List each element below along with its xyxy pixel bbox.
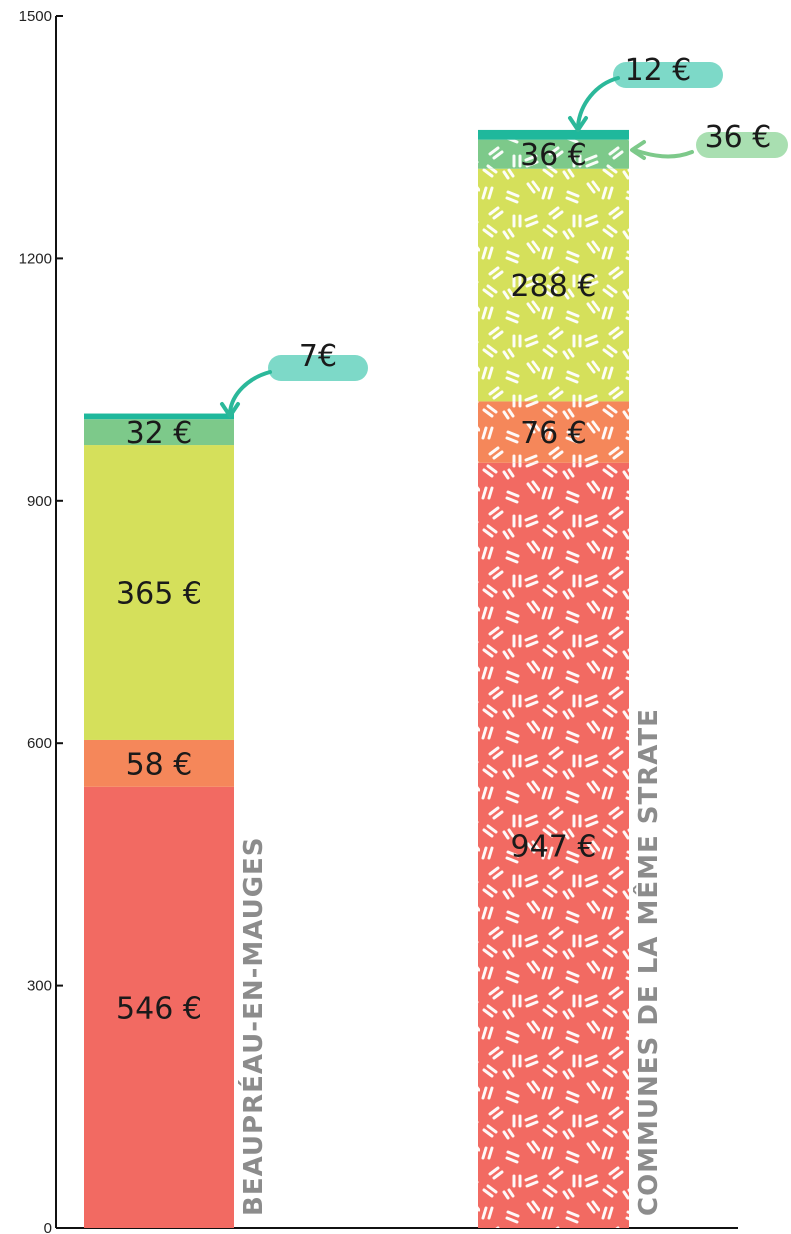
bar-segment-pattern [478, 462, 629, 1229]
bar-segment [84, 739, 234, 787]
bar-segment [84, 445, 234, 740]
segment-labels: 546 € 58 € 365 € 32 € BEAUPRÉAU-EN-MAUGES 947… [116, 138, 664, 1216]
segment-value-label: 76 € [520, 416, 587, 451]
bar-segment-pattern [478, 139, 629, 169]
bar-category-label: BEAUPRÉAU-EN-MAUGES [237, 836, 269, 1216]
bar-segment [478, 129, 629, 140]
callout-label: 12 € [625, 53, 692, 88]
y-tick-label: 900 [27, 493, 52, 510]
callout-arrowhead [568, 116, 588, 132]
y-tick-label: 1200 [19, 250, 52, 267]
callout-highlight [268, 355, 368, 381]
bar-segment [84, 413, 234, 420]
callout-arrowhead [220, 402, 240, 418]
segment-value-label: 546 € [116, 991, 202, 1026]
callouts: 7€ 12 € 36 € [220, 53, 788, 418]
bars [84, 129, 629, 1229]
bar-segment [84, 419, 234, 446]
bar-segment [84, 786, 234, 1228]
callout-label: 7€ [299, 339, 337, 374]
callout-highlight [613, 62, 723, 88]
callout-arrowhead [630, 140, 646, 160]
segment-value-label: 32 € [126, 416, 193, 451]
callout-arrow [632, 148, 694, 159]
bar-segment-pattern [478, 168, 629, 402]
segment-value-label: 947 € [511, 829, 597, 864]
segment-value-label: 288 € [511, 269, 597, 304]
segment-value-label: 36 € [520, 138, 587, 173]
segment-value-label: 58 € [126, 747, 193, 782]
bar-segment-pattern [478, 401, 629, 463]
y-tick-label: 1500 [19, 8, 52, 25]
callout-label: 36 € [705, 120, 772, 155]
y-tick-label: 300 [27, 978, 52, 995]
y-tick-label: 0 [44, 1220, 52, 1234]
y-tick-label: 600 [27, 735, 52, 752]
callout-arrow [228, 370, 272, 414]
callout-highlight [696, 132, 788, 158]
segment-value-label: 365 € [116, 577, 202, 612]
bar-category-label: COMMUNES DE LA MÊME STRATE [632, 708, 664, 1216]
callout-arrow [576, 76, 620, 128]
